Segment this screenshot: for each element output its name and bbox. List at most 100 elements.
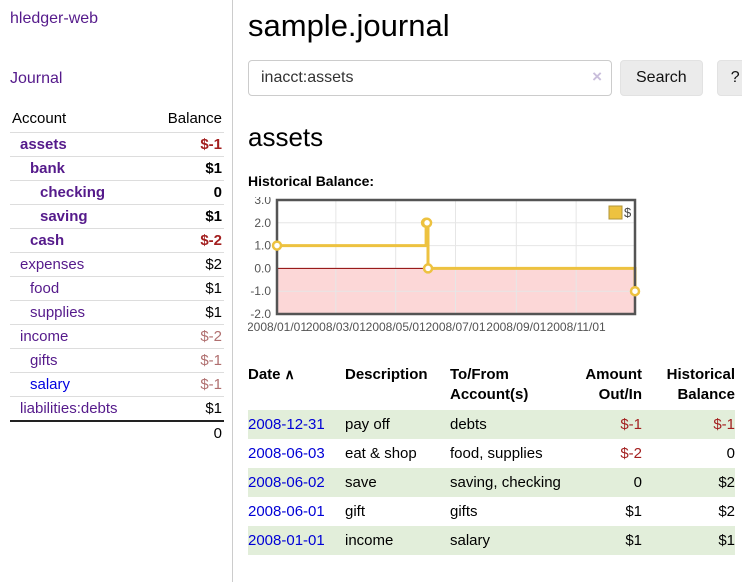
account-link[interactable]: bank: [30, 160, 66, 177]
x-tick-label: 2008/05/01: [366, 320, 426, 334]
brand-link[interactable]: hledger-web: [10, 10, 99, 27]
x-tick-label: 2008/11/01: [547, 320, 606, 334]
sidebar-item-journal: Journal: [10, 70, 224, 88]
account-name-cell: income: [10, 324, 149, 349]
accounts-total-row: 0: [10, 420, 224, 445]
register-row: 2008-12-31 pay off debts $-1 $-1: [248, 409, 735, 439]
search-bar: × Search ?: [248, 60, 742, 96]
page-title: sample.journal: [248, 8, 450, 43]
account-link[interactable]: checking: [40, 184, 106, 201]
account-balance: $1: [148, 204, 224, 229]
register-accounts-cell: gifts: [450, 502, 478, 520]
chart-label: Historical Balance:: [248, 173, 375, 189]
date-column-label: Date: [248, 366, 281, 383]
register-description-cell: eat & shop: [345, 444, 417, 462]
account-balance: $1: [148, 396, 224, 421]
brand: hledger-web: [10, 10, 224, 28]
account-row: supplies $1: [10, 300, 224, 325]
account-balance: $-2: [148, 228, 224, 253]
register-amount-cell: $1: [625, 502, 642, 520]
x-tick-label: 2008/07/01: [425, 320, 485, 334]
account-row: cash $-2: [10, 228, 224, 253]
account-name-cell: supplies: [10, 300, 149, 325]
account-link[interactable]: food: [30, 280, 60, 297]
account-balance: $1: [148, 300, 224, 325]
transaction-date-link[interactable]: 2008-06-01: [248, 502, 325, 520]
spacer: [10, 420, 149, 445]
register-row: 2008-06-03 eat & shop food, supplies $-2 0: [248, 439, 735, 468]
y-tick-label: 2.0: [254, 216, 271, 230]
balance-chart: 3.0 2.0 1.0 0.0 -1.0 -2.02008/01/012008/03/01…: [247, 193, 641, 334]
account-name-cell: expenses: [10, 252, 149, 277]
register-description-cell: gift: [345, 502, 366, 520]
account-name-cell: checking: [10, 180, 149, 205]
register-header-date[interactable]: Date ∧: [248, 363, 345, 410]
register-accounts-cell: saving, checking: [450, 473, 561, 491]
account-row: gifts $-1: [10, 348, 224, 373]
legend-swatch: [608, 205, 623, 220]
account-link[interactable]: salary: [30, 376, 71, 393]
account-link[interactable]: assets: [20, 136, 67, 153]
account-row: assets $-1: [10, 132, 224, 157]
account-link[interactable]: supplies: [30, 304, 86, 321]
register-row: 2008-01-01 income salary $1 $1: [248, 525, 735, 555]
account-row: expenses $2: [10, 252, 224, 277]
account-name-cell: saving: [10, 204, 149, 229]
account-row: income $-2: [10, 324, 224, 349]
register-balance-cell: $2: [718, 473, 735, 491]
account-link[interactable]: income: [20, 328, 69, 345]
register-amount-cell: 0: [633, 473, 642, 491]
account-row: bank $1: [10, 156, 224, 181]
accounts-total-value: 0: [148, 420, 224, 445]
account-balance: 0: [148, 180, 224, 205]
x-tick-label: 2008/03/01: [306, 320, 366, 334]
register-accounts-cell: debts: [450, 415, 487, 433]
account-balance: $-1: [148, 132, 224, 157]
account-balance: $-2: [148, 324, 224, 349]
plot-border: [275, 198, 637, 316]
transaction-date-link[interactable]: 2008-06-02: [248, 473, 325, 491]
legend-label: $: [624, 205, 632, 220]
account-balance: $1: [148, 276, 224, 301]
accounts-table: Account Balance assets $-1 bank $1 checking 0…: [10, 106, 224, 445]
register-date-cell: 2008-06-01: [248, 497, 345, 526]
register-balance-cell: $-1: [713, 415, 735, 433]
accounts-table-body: assets $-1 bank $1 checking 0 saving $1 cash $-2 e…: [10, 132, 224, 421]
search-input[interactable]: [248, 60, 612, 96]
register-header-row: Date ∧ Description To/From Account(s) Amo…: [248, 363, 735, 410]
account-link[interactable]: gifts: [30, 352, 58, 369]
account-link[interactable]: liabilities:debts: [20, 400, 118, 417]
help-button[interactable]: ?: [716, 60, 742, 96]
journal-link[interactable]: Journal: [10, 70, 63, 87]
account-name-cell: gifts: [10, 348, 149, 373]
account-link[interactable]: cash: [30, 232, 65, 249]
account-name-cell: food: [10, 276, 149, 301]
register-date-cell: 2008-01-01: [248, 526, 345, 555]
register-description-cell: income: [345, 531, 394, 549]
account-balance: $2: [148, 252, 224, 277]
transaction-date-link[interactable]: 2008-12-31: [248, 415, 325, 433]
accounts-header-balance: Balance: [167, 110, 222, 127]
register-amount-cell: $1: [625, 531, 642, 549]
account-row: checking 0: [10, 180, 224, 205]
main-content: sample.journal × Search ? assets Histori…: [233, 0, 742, 582]
account-link[interactable]: saving: [40, 208, 88, 225]
x-tick-label: 2008/01/01: [248, 320, 307, 334]
search-button[interactable]: Search: [620, 60, 703, 96]
data-point: [271, 240, 283, 251]
y-tick-label: 1.0: [254, 239, 271, 253]
y-tick-label: 0.0: [254, 261, 271, 275]
register-balance-cell: $1: [718, 531, 735, 549]
register-date-cell: 2008-12-31: [248, 410, 345, 439]
transaction-date-link[interactable]: 2008-01-01: [248, 531, 325, 549]
register-description-cell: save: [345, 473, 377, 491]
transaction-date-link[interactable]: 2008-06-03: [248, 444, 325, 462]
register-header-description: Description: [345, 366, 428, 383]
account-link[interactable]: expenses: [20, 256, 85, 273]
clear-search-icon[interactable]: ×: [592, 67, 602, 86]
search-box: ×: [248, 60, 612, 96]
account-row: saving $1: [10, 204, 224, 229]
register-row: 2008-06-01 gift gifts $1 $2: [248, 497, 735, 526]
chart-container: 3.0 2.0 1.0 0.0 -1.0 -2.0 2008/01/01 2008/03/01…: [247, 193, 648, 337]
account-page-title: assets: [248, 122, 324, 152]
